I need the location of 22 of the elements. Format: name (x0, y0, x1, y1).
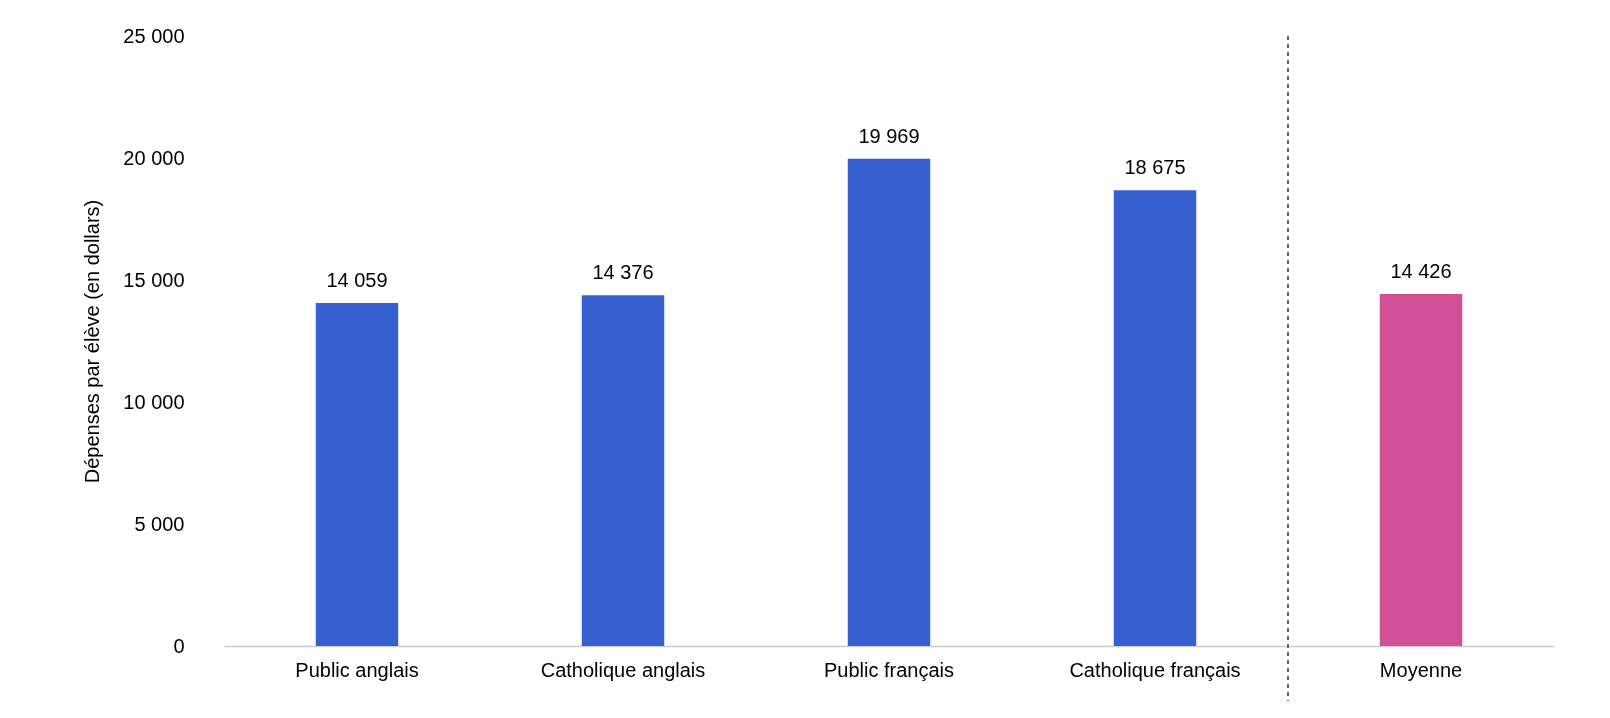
data-label: 19 969 (858, 124, 920, 147)
bar (315, 302, 399, 646)
bar (847, 158, 931, 646)
y-tick-label: 20 000 (123, 146, 185, 169)
data-label: 18 675 (1124, 156, 1186, 179)
y-tick-label: 25 000 (123, 24, 185, 47)
x-tick-label: Public anglais (295, 658, 419, 681)
y-tick-label: 5 000 (134, 512, 185, 535)
data-label: 14 426 (1390, 260, 1452, 283)
x-tick-label: Public français (823, 658, 955, 681)
data-label: 14 059 (326, 268, 388, 291)
data-label: 14 376 (592, 261, 654, 284)
bar (581, 295, 665, 646)
y-tick-label: 10 000 (123, 390, 185, 413)
y-tick-label: 15 000 (123, 268, 185, 291)
x-tick-label: Catholique anglais (540, 658, 706, 681)
y-tick-label: 0 (173, 634, 185, 657)
x-tick-label: Moyenne (1379, 658, 1463, 681)
x-tick-label: Catholique français (1069, 658, 1241, 681)
bar (1113, 190, 1197, 646)
bar (1379, 294, 1463, 646)
y-axis-title: Dépenses par élève (en dollars) (81, 199, 104, 484)
